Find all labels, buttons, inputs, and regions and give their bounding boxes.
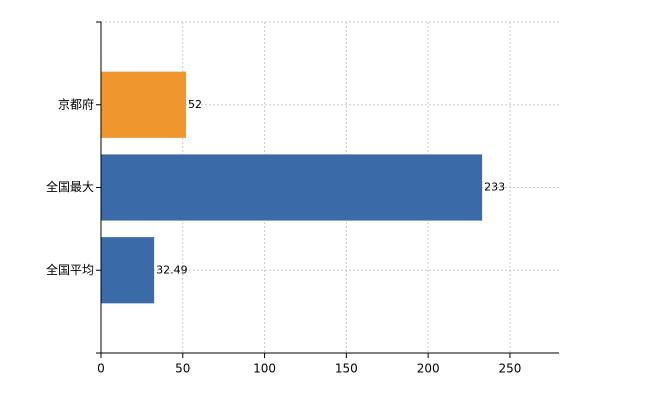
data-label: 32.49 [156, 263, 188, 276]
x-tick-label: 50 [175, 362, 190, 376]
y-tick-label: 全国最大 [46, 179, 94, 194]
x-tick-label: 0 [97, 362, 105, 376]
bar [101, 71, 187, 138]
bar [101, 154, 483, 221]
bar [101, 237, 155, 304]
x-tick-label: 100 [253, 362, 276, 376]
y-tick-label: 京都府 [58, 96, 94, 111]
x-tick-label: 200 [417, 362, 440, 376]
y-tick-label: 全国平均 [46, 262, 94, 277]
data-label: 52 [188, 98, 202, 111]
x-tick-label: 250 [498, 362, 521, 376]
data-label: 233 [484, 181, 505, 194]
x-tick-label: 150 [335, 362, 358, 376]
